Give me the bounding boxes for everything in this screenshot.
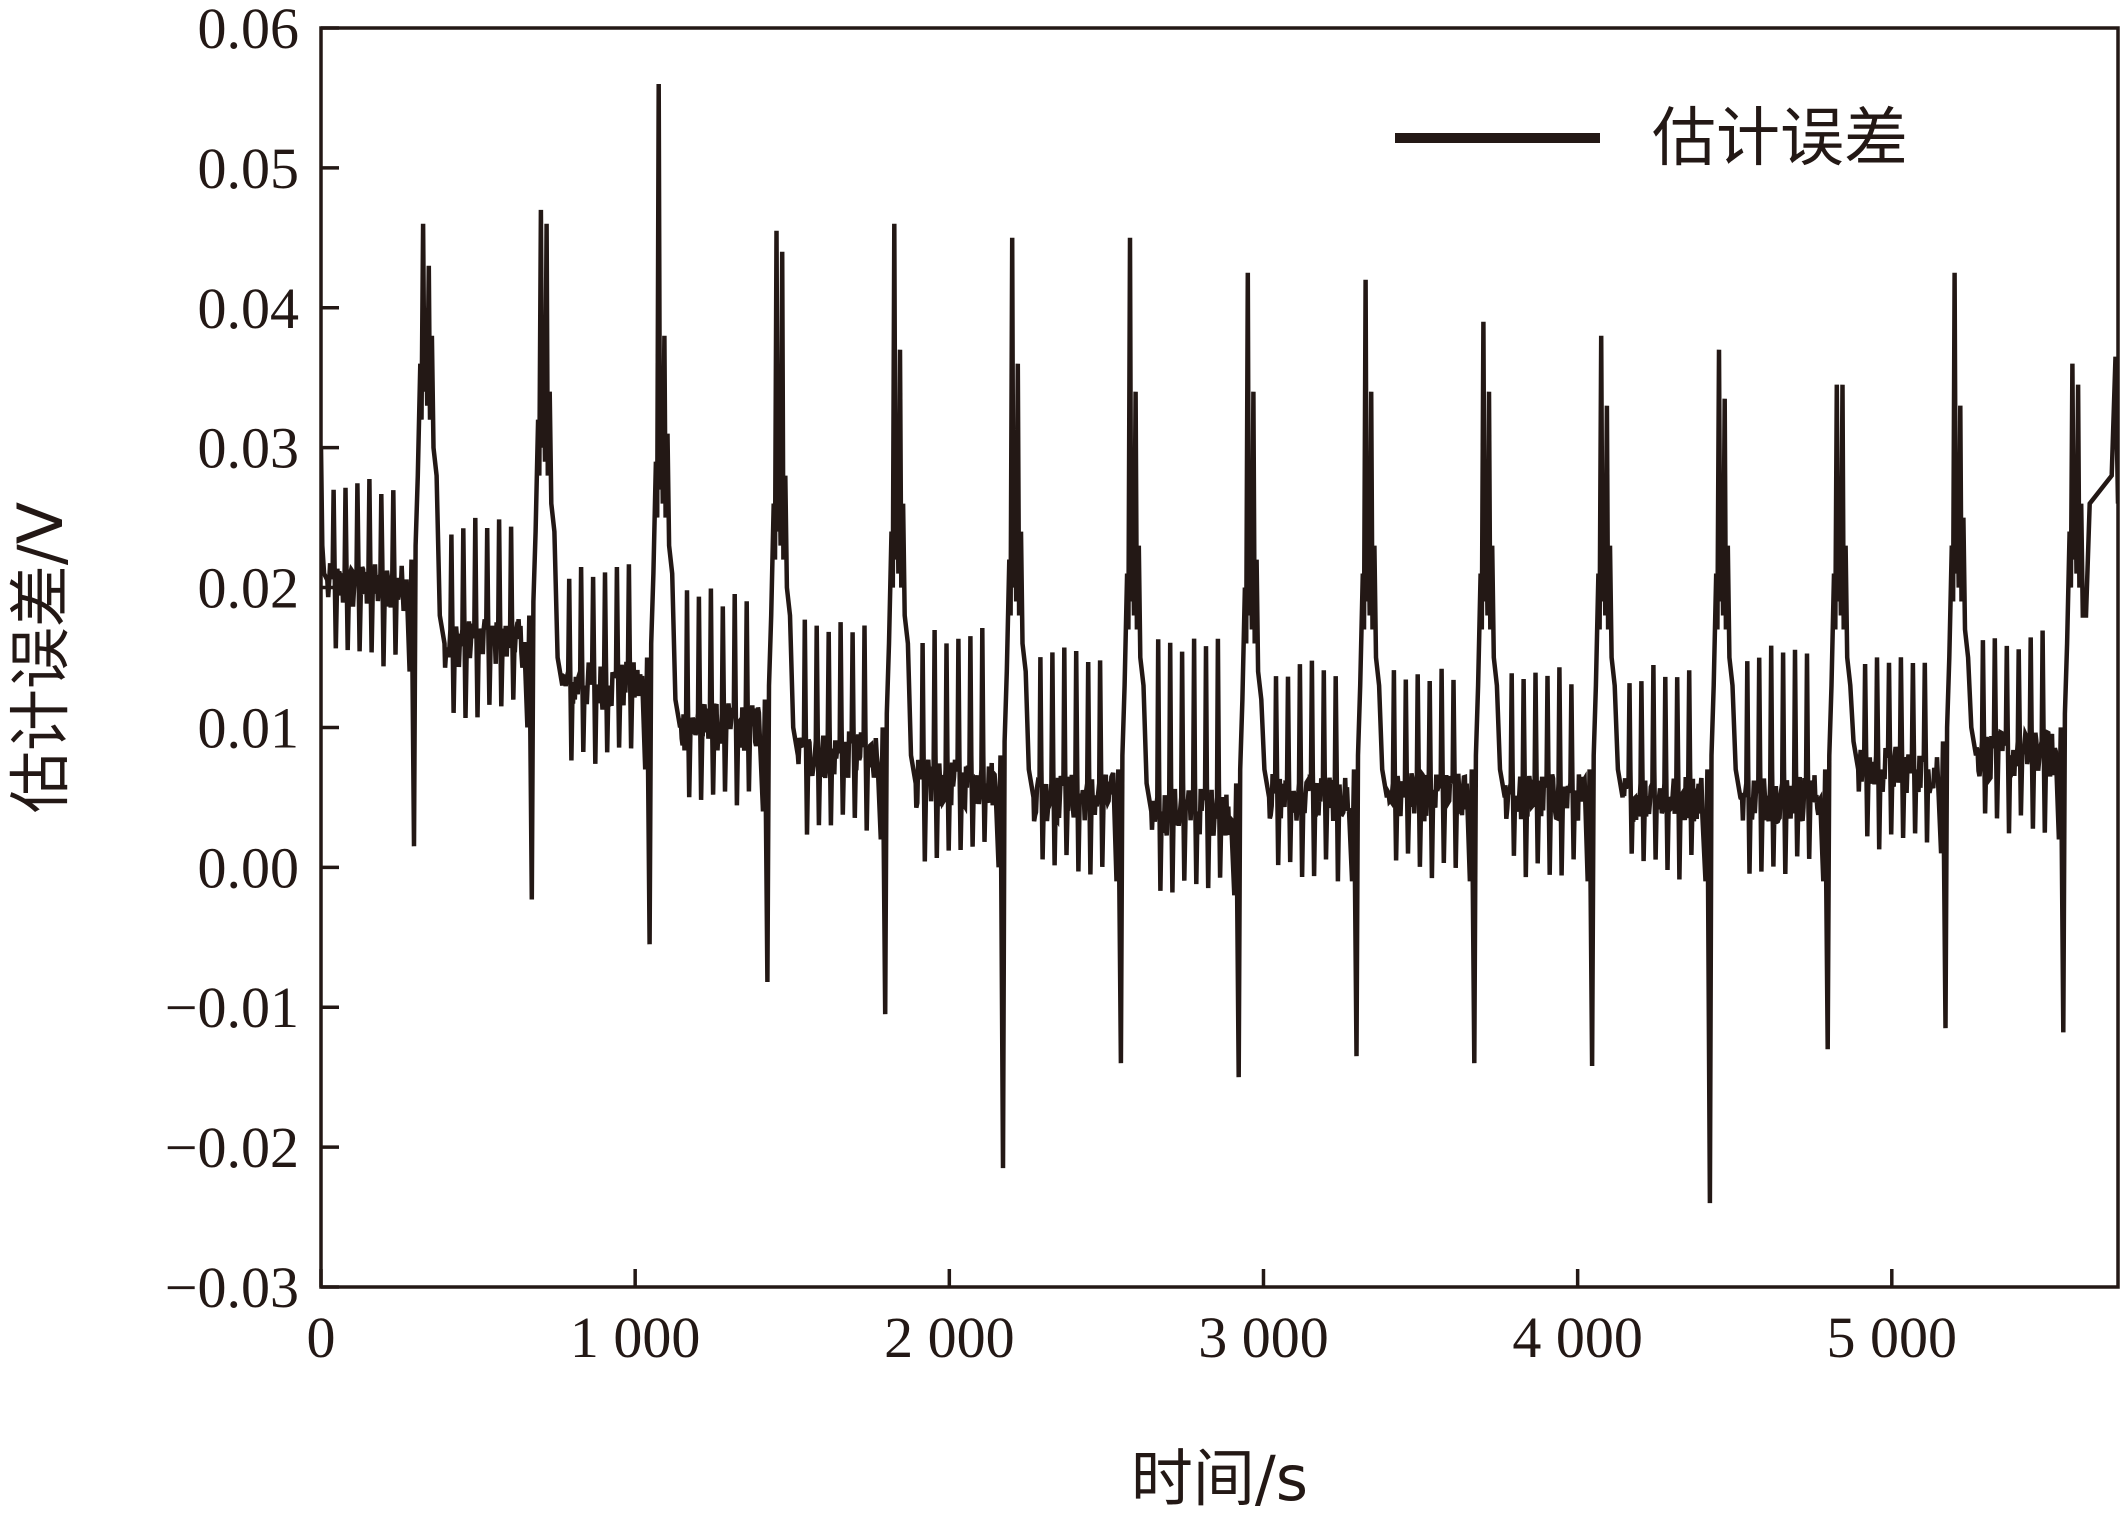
y-tick-label: 0.06	[198, 0, 300, 61]
plot-frame	[319, 26, 2120, 1289]
x-tick-label: 1 000	[570, 1305, 701, 1370]
x-tick-label: 4 000	[1512, 1305, 1643, 1370]
x-axis-ticks: 0 1 000 2 000 3 000 4 000 5 000	[307, 1269, 1958, 1370]
y-tick-label: −0.02	[165, 1115, 299, 1180]
y-tick-label: 0.01	[198, 695, 300, 760]
y-tick-label: −0.01	[165, 975, 299, 1040]
x-tick-label: 2 000	[884, 1305, 1015, 1370]
y-tick-label: 0.00	[198, 835, 300, 900]
y-tick-label: 0.05	[198, 136, 300, 201]
series-line-estimation-error	[321, 83, 2118, 1204]
x-tick-label: 0	[307, 1305, 336, 1370]
y-axis-title: 估计误差/V	[4, 502, 77, 813]
y-tick-label: 0.02	[198, 556, 300, 621]
x-axis-title: 时间/s	[1131, 1442, 1308, 1513]
legend: 估计误差	[1395, 102, 1908, 176]
y-tick-label: 0.04	[198, 276, 300, 341]
legend-label-estimation-error: 估计误差	[1652, 102, 1908, 176]
plot-area	[321, 83, 2118, 1204]
x-tick-label: 3 000	[1198, 1305, 1329, 1370]
y-axis-ticks: −0.03 −0.02 −0.01 0.00 0.01 0.02 0.03 0.04 0.05 0…	[165, 0, 339, 1320]
y-tick-label: 0.03	[198, 416, 300, 481]
y-tick-label: −0.03	[165, 1255, 299, 1320]
x-tick-label: 5 000	[1827, 1305, 1958, 1370]
